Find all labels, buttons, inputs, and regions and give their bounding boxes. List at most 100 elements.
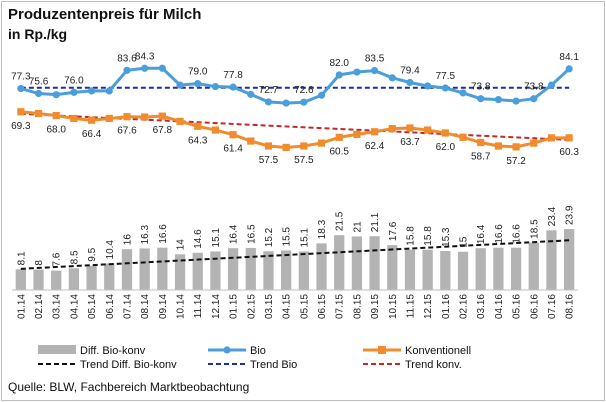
konv-point-7 bbox=[141, 113, 149, 121]
bio-point-24 bbox=[441, 84, 449, 92]
konv-label-16: 57.5 bbox=[294, 155, 314, 166]
bar-label-16: 15.1 bbox=[299, 228, 310, 248]
bio-point-21 bbox=[388, 74, 396, 82]
bio-point-17 bbox=[317, 91, 326, 99]
x-tick-29: 06.16 bbox=[529, 294, 540, 319]
bio-point-20 bbox=[370, 67, 379, 75]
bar-label-28: 16.6 bbox=[512, 224, 523, 244]
bio-label-29: 73.8 bbox=[524, 82, 544, 93]
konv-point-28 bbox=[512, 143, 520, 151]
bio-label-6: 83.6 bbox=[117, 53, 137, 64]
bio-point-12 bbox=[229, 83, 237, 91]
x-tick-20: 09.15 bbox=[370, 294, 381, 319]
bar-diff-18 bbox=[334, 235, 345, 290]
bar-label-14: 15.2 bbox=[264, 227, 275, 247]
x-tick-14: 03.15 bbox=[264, 294, 275, 319]
bio-point-3 bbox=[70, 88, 78, 96]
x-tick-8: 09.14 bbox=[158, 294, 169, 319]
konv-label-20: 62.4 bbox=[365, 141, 385, 152]
bio-point-7 bbox=[141, 64, 149, 72]
bar-label-2: 7.6 bbox=[52, 252, 63, 266]
x-tick-26: 03.16 bbox=[476, 294, 487, 319]
x-tick-2: 03.14 bbox=[52, 294, 63, 319]
konv-point-1 bbox=[34, 109, 43, 118]
bar-diff-23 bbox=[422, 249, 433, 290]
bar-label-5: 10.4 bbox=[105, 240, 116, 260]
bar-label-21: 17.6 bbox=[388, 221, 399, 241]
konv-point-24 bbox=[441, 129, 449, 137]
konv-point-26 bbox=[477, 138, 485, 147]
bar-label-13: 16.5 bbox=[246, 224, 257, 244]
bar-label-7: 16.3 bbox=[140, 225, 151, 245]
bar-label-25: 15 bbox=[459, 236, 470, 248]
bio-point-27 bbox=[494, 96, 503, 104]
x-tick-19: 08.15 bbox=[352, 294, 363, 319]
bio-point-1 bbox=[34, 89, 43, 98]
x-tick-10: 11.14 bbox=[193, 294, 204, 319]
konv-point-31 bbox=[565, 134, 573, 142]
bar-label-30: 23.4 bbox=[547, 206, 558, 226]
bio-label-20: 83.5 bbox=[365, 54, 385, 65]
bio-point-16 bbox=[300, 98, 308, 106]
x-tick-5: 06.14 bbox=[105, 294, 116, 319]
bio-point-8 bbox=[158, 64, 166, 72]
konv-label-2: 68.0 bbox=[46, 125, 66, 136]
bio-point-26 bbox=[477, 95, 485, 103]
konv-label-22: 63.7 bbox=[400, 137, 420, 148]
bio-label-18: 82.0 bbox=[329, 58, 349, 69]
x-tick-31: 08.16 bbox=[565, 294, 576, 319]
bio-label-0: 77.3 bbox=[11, 72, 31, 83]
chart-source: Quelle: BLW, Fachbereich Marktbeobachtun… bbox=[8, 380, 250, 394]
trend-diff-line bbox=[20, 239, 570, 270]
x-tick-4: 05.14 bbox=[87, 294, 98, 319]
legend-label-2: Konventionell bbox=[405, 345, 471, 357]
bar-label-12: 16.4 bbox=[229, 224, 240, 244]
konv-label-0: 69.3 bbox=[11, 121, 31, 132]
bar-diff-28 bbox=[510, 247, 522, 290]
bar-diff-4 bbox=[86, 265, 97, 290]
legend-marker-2 bbox=[378, 346, 386, 354]
konv-point-29 bbox=[530, 139, 538, 147]
bar-diff-19 bbox=[351, 236, 363, 290]
x-tick-22: 11.15 bbox=[405, 294, 416, 319]
konv-point-2 bbox=[52, 111, 60, 120]
bar-diff-22 bbox=[404, 249, 416, 290]
bar-label-0: 8.1 bbox=[16, 251, 27, 265]
x-tick-16: 05.15 bbox=[299, 294, 310, 319]
bar-diff-11 bbox=[210, 251, 221, 290]
bio-point-5 bbox=[105, 87, 113, 95]
bio-label-10: 79.0 bbox=[188, 67, 208, 78]
konv-label-31: 60.3 bbox=[559, 147, 579, 158]
bio-label-3: 76.0 bbox=[64, 75, 84, 86]
legend-label-1: Bio bbox=[250, 345, 266, 357]
konv-point-22 bbox=[406, 124, 414, 132]
konv-point-25 bbox=[459, 133, 467, 141]
bar-diff-1 bbox=[33, 269, 44, 290]
bio-label-31: 84.1 bbox=[559, 52, 579, 63]
bar-diff-21 bbox=[387, 245, 398, 290]
konv-label-12: 61.4 bbox=[223, 144, 243, 155]
bio-label-16: 72.6 bbox=[294, 85, 314, 96]
x-tick-28: 05.16 bbox=[512, 294, 523, 319]
konv-point-14 bbox=[264, 142, 273, 150]
bar-diff-30 bbox=[546, 230, 557, 290]
bio-point-31 bbox=[565, 65, 573, 73]
legend-label-5: Trend konv. bbox=[405, 359, 462, 371]
bio-label-7: 84.3 bbox=[135, 51, 155, 62]
bar-label-18: 21.5 bbox=[335, 211, 346, 231]
konv-point-6 bbox=[123, 113, 131, 121]
bar-diff-26 bbox=[475, 248, 486, 290]
bio-point-13 bbox=[247, 90, 255, 98]
bar-label-22: 15.8 bbox=[405, 226, 416, 246]
x-tick-27: 04.16 bbox=[494, 294, 505, 319]
bar-diff-31 bbox=[564, 229, 575, 290]
legend-marker-1 bbox=[223, 346, 231, 354]
bio-point-18 bbox=[335, 71, 343, 79]
bar-label-20: 21.1 bbox=[370, 212, 381, 232]
bar-diff-0 bbox=[15, 269, 26, 290]
bar-label-6: 16 bbox=[122, 234, 133, 246]
x-tick-15: 04.15 bbox=[282, 294, 293, 319]
bar-diff-17 bbox=[316, 243, 327, 290]
